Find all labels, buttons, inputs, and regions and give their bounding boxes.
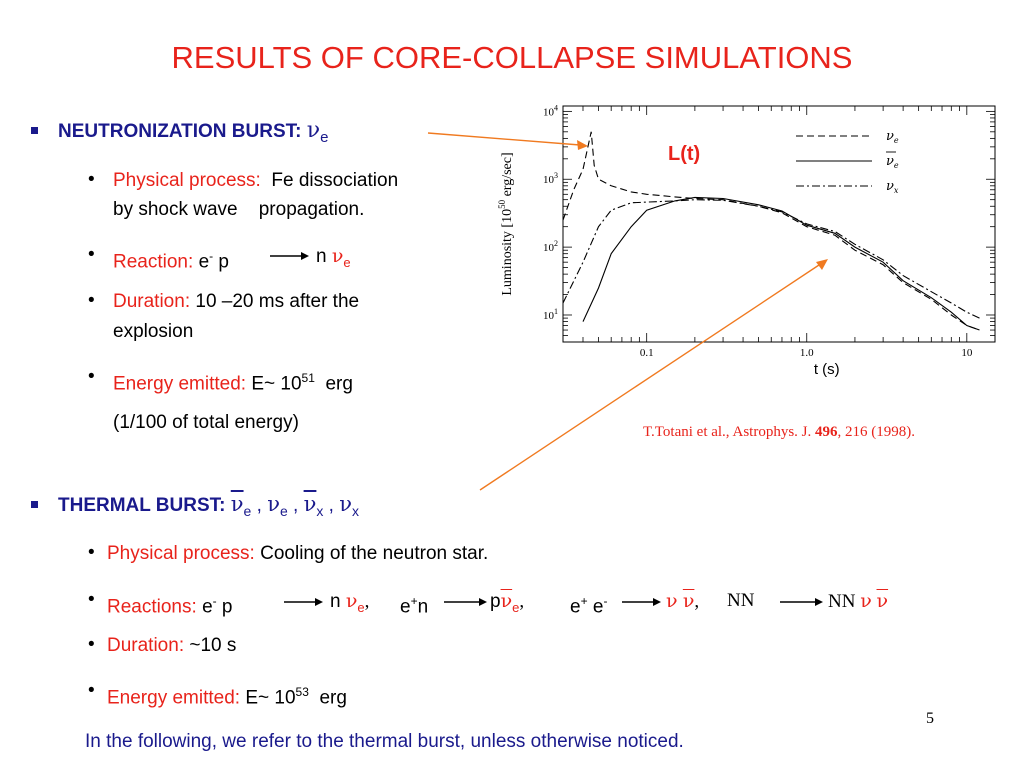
physical-process-line-2: by shock wave propagation.	[113, 199, 365, 220]
bullet-dot-icon: •	[88, 634, 95, 655]
neutronization-heading: NEUTRONIZATION BURST: νe	[58, 118, 329, 146]
bullet-dot-icon: •	[88, 290, 95, 311]
slide-title: RESULTS OF CORE-COLLAPSE SIMULATIONS	[171, 40, 853, 75]
arrow-to-thermal-tail	[479, 262, 823, 491]
x-axis-label: t (s)	[814, 361, 840, 378]
reaction-2-lhs: e+n	[400, 594, 429, 618]
citation: T.Totani et al., Astrophys. J. 496, 216 …	[643, 424, 915, 440]
bullet-dot-icon: •	[88, 589, 95, 610]
plot-frame	[562, 105, 996, 343]
x-tick-label: 0.1	[640, 347, 654, 359]
arrow-head-icon	[577, 140, 588, 150]
reaction-2-product: pνe,	[490, 590, 525, 615]
physical-process-line: Physical process: Fe dissociation	[113, 170, 399, 191]
bullet-dot-icon: •	[88, 680, 95, 701]
thermal-physical-line: Physical process: Cooling of the neutron…	[107, 543, 489, 564]
arrow-to-neutronization-peak	[427, 132, 581, 146]
bullet-square-icon	[31, 501, 38, 508]
series-line-1	[562, 131, 980, 331]
x-tick-label: 1.0	[800, 347, 814, 359]
energy-note: (1/100 of total energy)	[113, 412, 299, 433]
thermal-heading: THERMAL BURST: νe , νe , νx , νx	[58, 492, 360, 519]
reaction-4-product: NN ν ν	[828, 590, 889, 612]
reaction-arrow-icon	[270, 252, 309, 260]
reaction-4-lhs: NN	[727, 590, 755, 611]
reaction-product: n νe	[316, 245, 351, 270]
lt-label: L(t)	[668, 143, 701, 165]
y-axis-label: Luminosity [1050 erg/sec]	[497, 152, 515, 295]
reaction-3-lhs: e+ e-	[570, 594, 608, 618]
thermal-reactions-line: Reactions: e- p	[107, 594, 233, 618]
reaction-arrow-icon	[780, 598, 823, 606]
series-line-3	[562, 199, 980, 319]
bullet-dot-icon: •	[88, 244, 95, 265]
x-tick-label: 10	[961, 347, 973, 359]
reaction-arrow-icon	[444, 598, 487, 606]
bullet-dot-icon: •	[88, 542, 95, 563]
bullet-dot-icon: •	[88, 366, 95, 387]
arrow-head-icon	[816, 259, 828, 270]
footer-note: In the following, we refer to the therma…	[85, 731, 684, 752]
bullet-dot-icon: •	[88, 169, 95, 190]
reaction-1-product: n νe,	[330, 590, 370, 615]
duration-line: Duration: 10 –20 ms after the	[113, 291, 360, 312]
reaction-arrow-icon	[284, 598, 323, 606]
reaction-arrow-icon	[622, 598, 661, 606]
page-number: 5	[926, 710, 934, 727]
duration-line-2: explosion	[113, 321, 194, 342]
bullet-square-icon	[31, 127, 38, 134]
nu-symbol: ν	[306, 118, 321, 143]
thermal-energy-line: Energy emitted: E~ 1053 erg	[107, 685, 347, 709]
series-line-2	[582, 196, 980, 331]
energy-line: Energy emitted: E~ 1051 erg	[113, 371, 353, 395]
reaction-3-product: ν ν,	[666, 590, 700, 612]
reaction-line: Reaction: e- p	[113, 249, 229, 273]
thermal-duration-line: Duration: ~10 s	[107, 635, 237, 656]
